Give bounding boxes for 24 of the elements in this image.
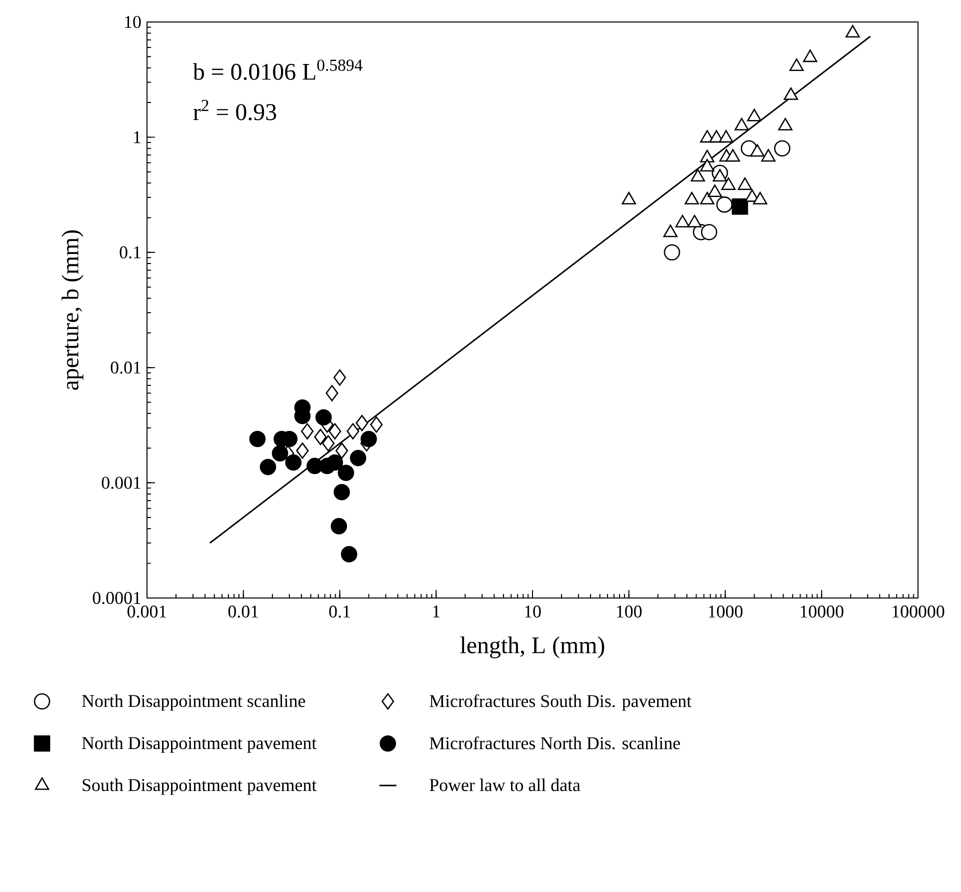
y-tick-label: 0.01 [110, 362, 140, 374]
legend-label: Power law to all data [430, 778, 580, 792]
legend-label: Microfractures North Dis. scanline [430, 736, 680, 750]
legend-label: North Disappointment pavement [82, 736, 317, 753]
x-tick-label: 0.01 [228, 606, 258, 618]
annotation: b = 0.0106 L$^{0.5894}$ [192, 60, 362, 80]
legend-label: Microfractures South Dis. pavement [430, 694, 692, 711]
x-tick-label: 1000 [708, 606, 743, 618]
y-axis-title: aperture, b (mm) [62, 230, 84, 390]
annotation: r$^{2}$ = 0.93 [193, 100, 276, 120]
y-tick-label: 1 [134, 131, 140, 144]
x-tick-label: 100 [617, 606, 642, 618]
y-tick-label: 0.0001 [92, 592, 140, 604]
y-tick-label: 10 [125, 16, 141, 28]
x-tick-label: 100000 [892, 606, 944, 618]
y-tick-label: 0.001 [102, 476, 140, 489]
x-tick-label: 10 [525, 606, 541, 618]
x-axis-title: length, L (mm) [460, 636, 604, 658]
y-tick-label: 0.1 [120, 246, 140, 258]
x-tick-label: 10000 [800, 606, 844, 618]
x-tick-label: 1 [433, 606, 440, 618]
x-tick-label: 0.1 [329, 606, 350, 618]
legend-label: North Disappointment scanline [82, 694, 306, 711]
legend-label: South Disappointment pavement [82, 778, 317, 795]
